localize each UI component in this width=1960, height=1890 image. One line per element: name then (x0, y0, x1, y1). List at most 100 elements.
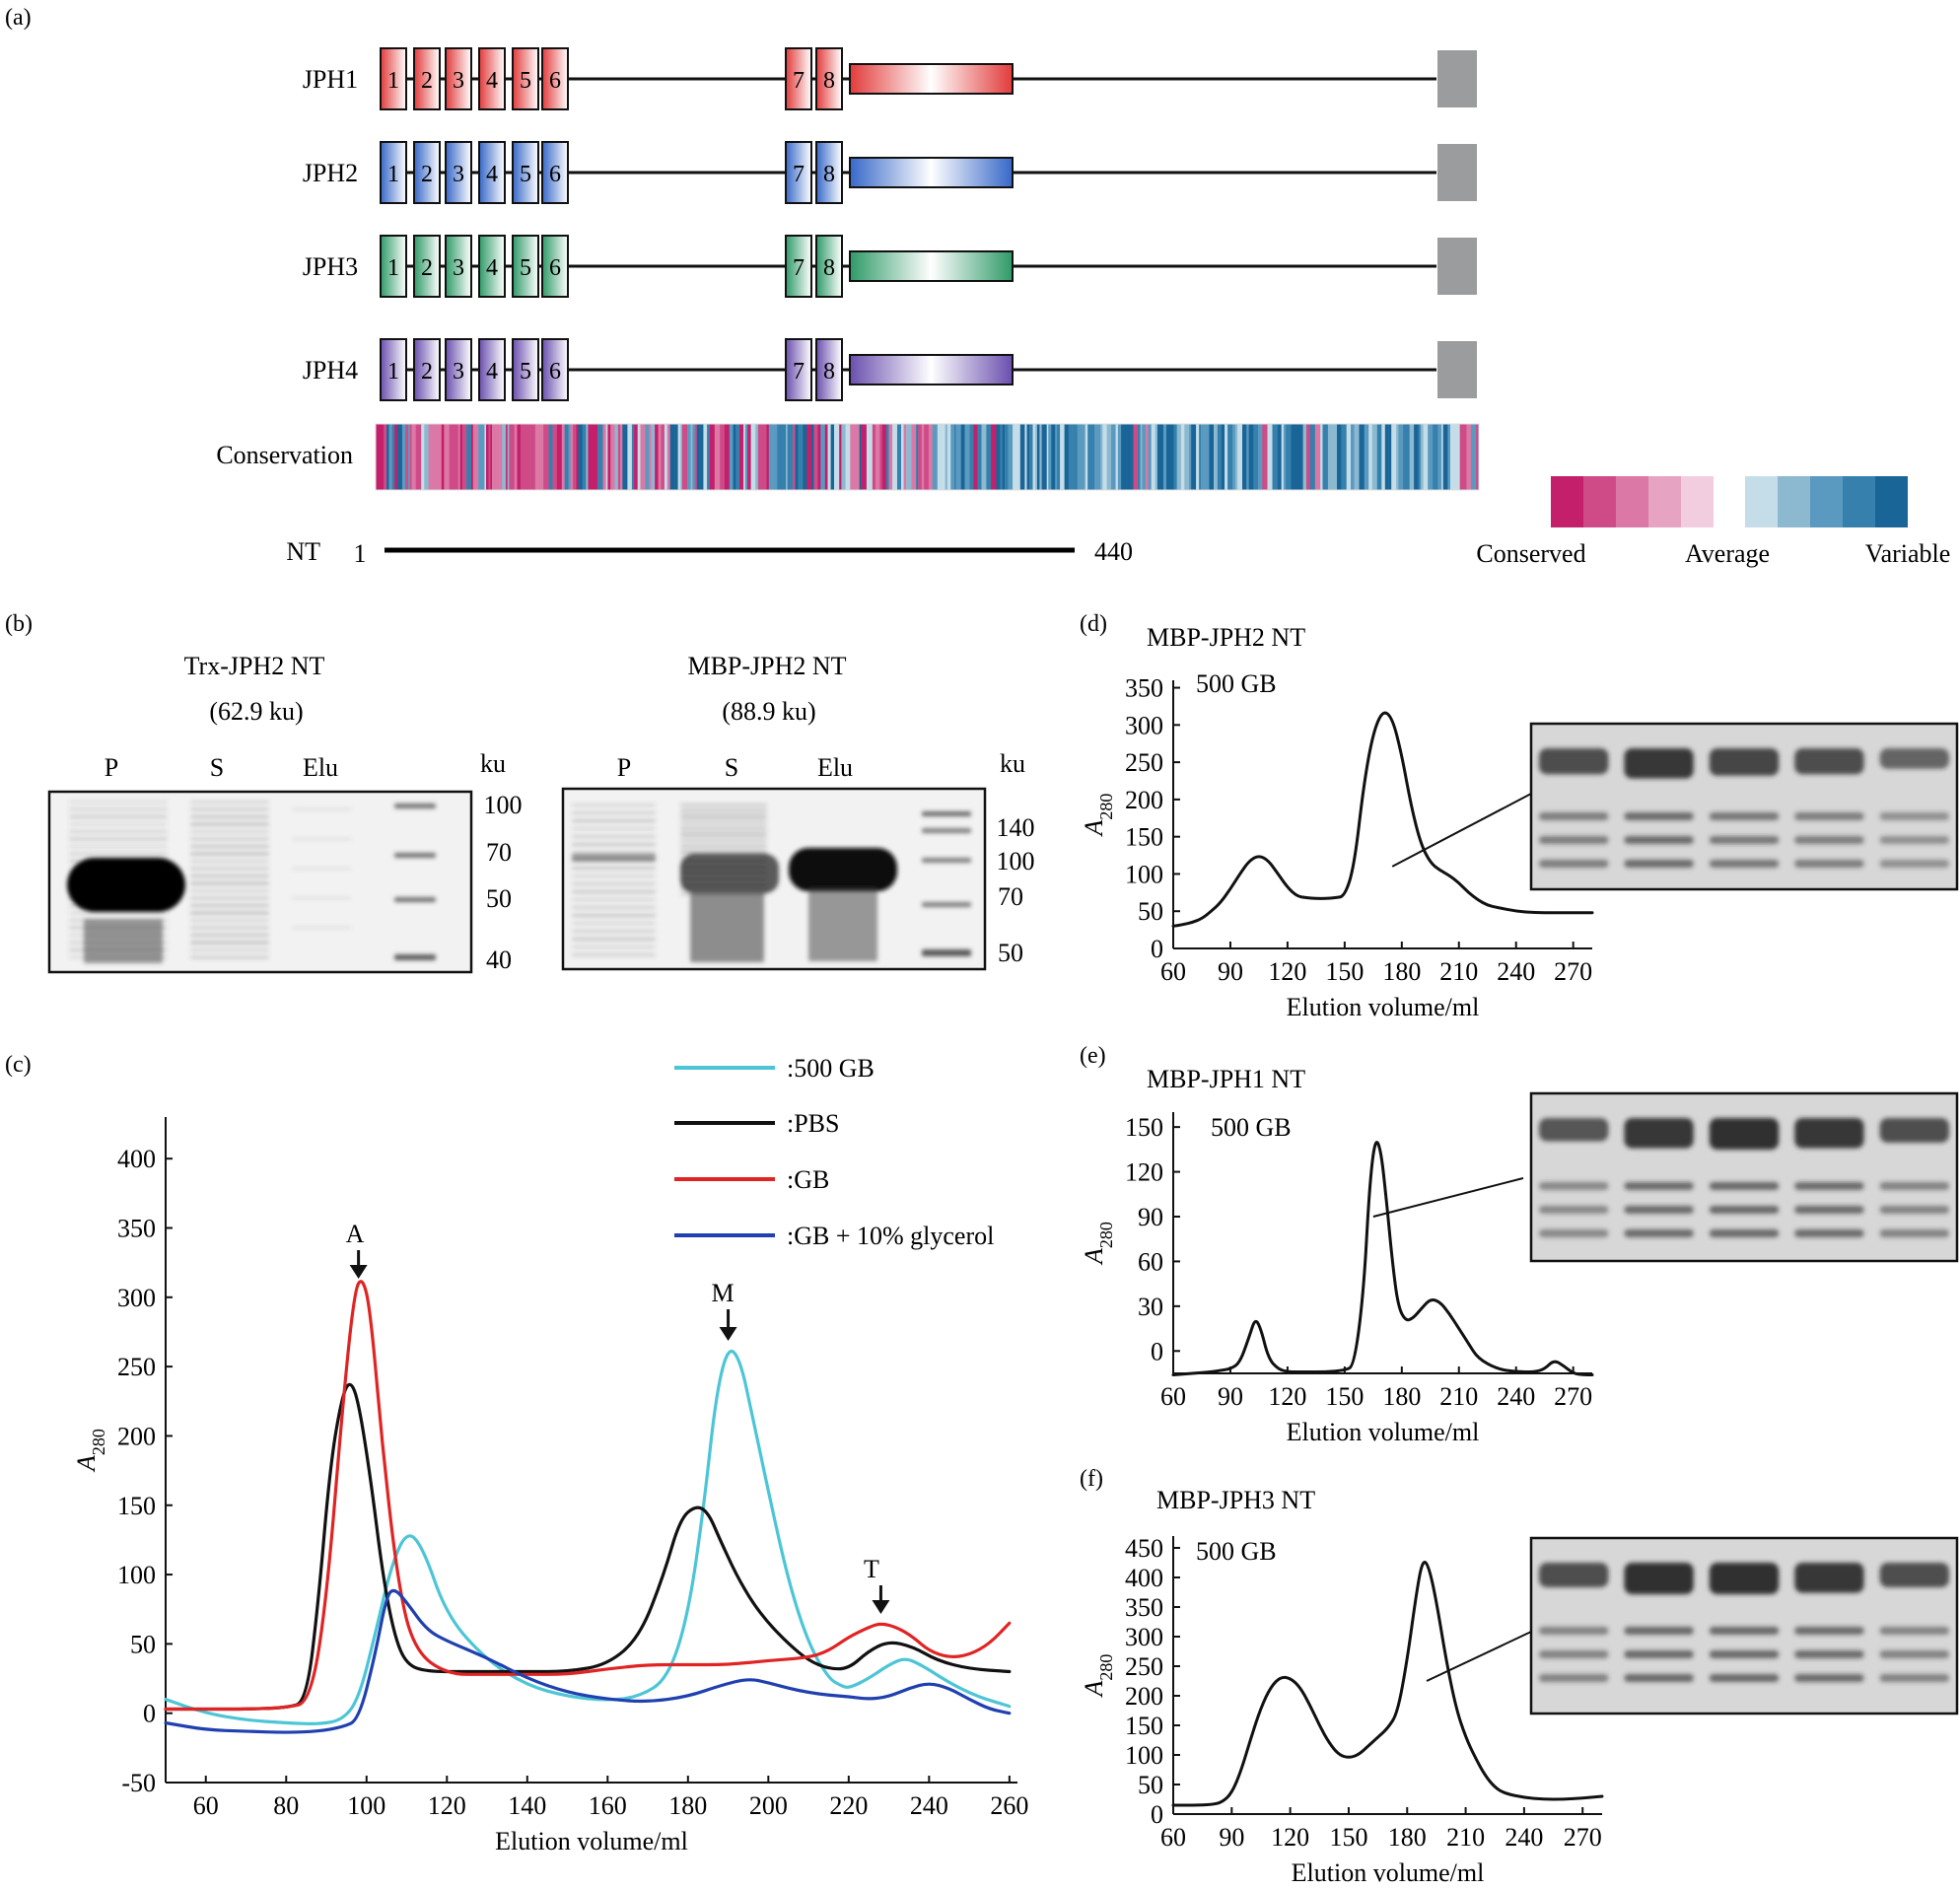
inset-band (1709, 1206, 1780, 1214)
motif-number: 3 (453, 162, 464, 187)
morn-motif-box (512, 235, 539, 298)
morn-motif-box (785, 338, 812, 401)
conservation-label: Conservation (216, 441, 353, 469)
y-tick-label: 100 (117, 1561, 156, 1589)
y-tick-label: 400 (117, 1145, 156, 1173)
inset-band (1624, 1118, 1694, 1149)
panel-label-e: (e) (1080, 1043, 1106, 1069)
conservation-stripe (950, 424, 955, 490)
x-tick-label: 120 (1268, 957, 1306, 986)
gel-band (572, 875, 656, 877)
gel-band (190, 889, 269, 892)
inset-band (1539, 1674, 1609, 1682)
inset-band (1709, 748, 1780, 776)
gel1-title: Trx-JPH2 NT (184, 652, 325, 680)
conservation-stripe (620, 424, 623, 490)
gel-band (680, 833, 767, 836)
gel1-unit: ku (480, 749, 506, 778)
conservation-stripe (1163, 424, 1167, 490)
conservation-stripe (509, 424, 515, 490)
conservation-stripe (1267, 424, 1273, 490)
gel-band (572, 827, 656, 830)
inset-band (1794, 1627, 1864, 1635)
y-tick-label: 0 (1151, 1800, 1163, 1829)
inset-band (1539, 1563, 1609, 1587)
annotation-arrow-head (719, 1327, 737, 1341)
x-tick-label: 90 (1218, 1382, 1243, 1411)
conservation-stripe (1332, 424, 1338, 490)
morn-motif-box (512, 338, 539, 401)
inset-band (1794, 1563, 1864, 1593)
inset-band (1879, 1674, 1949, 1682)
alpha-helix-box (849, 250, 1014, 282)
conservation-stripe (457, 424, 460, 490)
conservation-stripe (986, 424, 992, 490)
gel-band (190, 955, 269, 959)
conservation-stripe (1437, 424, 1442, 490)
conservation-stripe (490, 424, 493, 490)
x-tick-label: 160 (589, 1791, 627, 1820)
alpha-helix-box (849, 63, 1014, 95)
conservation-stripe (1173, 424, 1176, 490)
gel-band (190, 801, 269, 804)
conservation-stripe (1237, 424, 1243, 490)
conservation-stripe (1051, 424, 1056, 490)
inset-band (1539, 748, 1609, 775)
conservation-stripe (472, 424, 479, 490)
conservation-stripe (947, 424, 949, 490)
conservation-stripe (1151, 424, 1155, 490)
conservation-stripe (649, 424, 652, 490)
morn-motif-box (541, 338, 569, 401)
conservation-stripe (437, 424, 443, 490)
conservation-stripe (1409, 424, 1415, 490)
conservation-stripe (1476, 424, 1479, 490)
inset-band (1709, 1627, 1780, 1635)
x-tick-label: 80 (273, 1791, 299, 1820)
conservation-stripe (1176, 424, 1182, 490)
x-tick-label: 210 (1439, 957, 1478, 986)
conservation-stripe (376, 424, 382, 490)
conservation-stripe (1428, 424, 1434, 490)
gel2-unit: ku (1000, 749, 1025, 778)
morn-motif-box (445, 338, 472, 401)
gel-band (808, 887, 877, 961)
conservation-bar (375, 423, 1480, 491)
conservation-stripe (1376, 424, 1380, 490)
conservation-stripe (1008, 424, 1014, 490)
inset-band (1624, 1650, 1694, 1658)
conservation-stripe (681, 424, 688, 490)
inset-band (1709, 860, 1780, 868)
motif-number: 3 (453, 68, 464, 94)
gel-band (572, 882, 656, 885)
y-axis-label-sub: 280 (89, 1429, 108, 1455)
conservation-stripe (595, 424, 598, 490)
gel1-marker: 40 (486, 945, 512, 974)
morn-motif-box (785, 47, 812, 110)
conservation-stripe (570, 424, 574, 490)
motif-number: 7 (793, 359, 805, 385)
x-tick-label: 240 (1497, 1382, 1535, 1411)
conservation-stripe (543, 424, 548, 490)
conservation-stripe (1214, 424, 1218, 490)
conservation-stripe (1225, 424, 1228, 490)
inset-band (1539, 1229, 1609, 1237)
conservation-stripe (903, 424, 907, 490)
conservation-stripe (607, 424, 611, 490)
legend-c-label: :GB + 10% glycerol (787, 1222, 994, 1250)
conservation-stripe (1442, 424, 1448, 490)
gel-band (394, 897, 436, 902)
conservation-stripe (881, 424, 887, 490)
motif-number: 2 (421, 162, 433, 187)
motif-number: 4 (486, 68, 498, 94)
conservation-stripe (1418, 424, 1421, 490)
gel-band (572, 953, 656, 956)
y-tick-label: 250 (1125, 1652, 1163, 1681)
conservation-stripe (415, 424, 419, 490)
conservation-stripe (548, 424, 553, 490)
conservation-stripe (1140, 424, 1143, 490)
conservation-stripe (827, 424, 831, 490)
conservation-stripe (780, 424, 785, 490)
conservation-stripe (1354, 424, 1360, 490)
conservation-stripe (520, 424, 526, 490)
gel-band (292, 897, 351, 899)
